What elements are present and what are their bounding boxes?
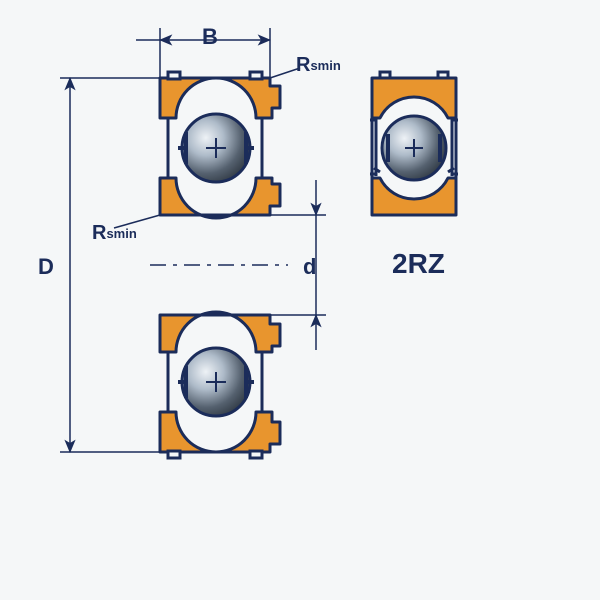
label-d: d	[303, 254, 316, 280]
label-variant-2rz: 2RZ	[392, 248, 445, 280]
diagram-root: D d B Rsmin Rsmin 2RZ	[0, 0, 600, 600]
lower-ball	[178, 348, 254, 416]
label-B: B	[202, 24, 218, 50]
label-Rsmin-outer: Rsmin	[296, 54, 341, 77]
main-cross-section	[150, 72, 288, 458]
variant-2rz-section	[370, 72, 458, 215]
upper-ball	[178, 114, 254, 182]
label-D: D	[38, 254, 54, 280]
label-Rsmin-inner: Rsmin	[92, 222, 137, 245]
bearing-svg	[0, 0, 600, 600]
